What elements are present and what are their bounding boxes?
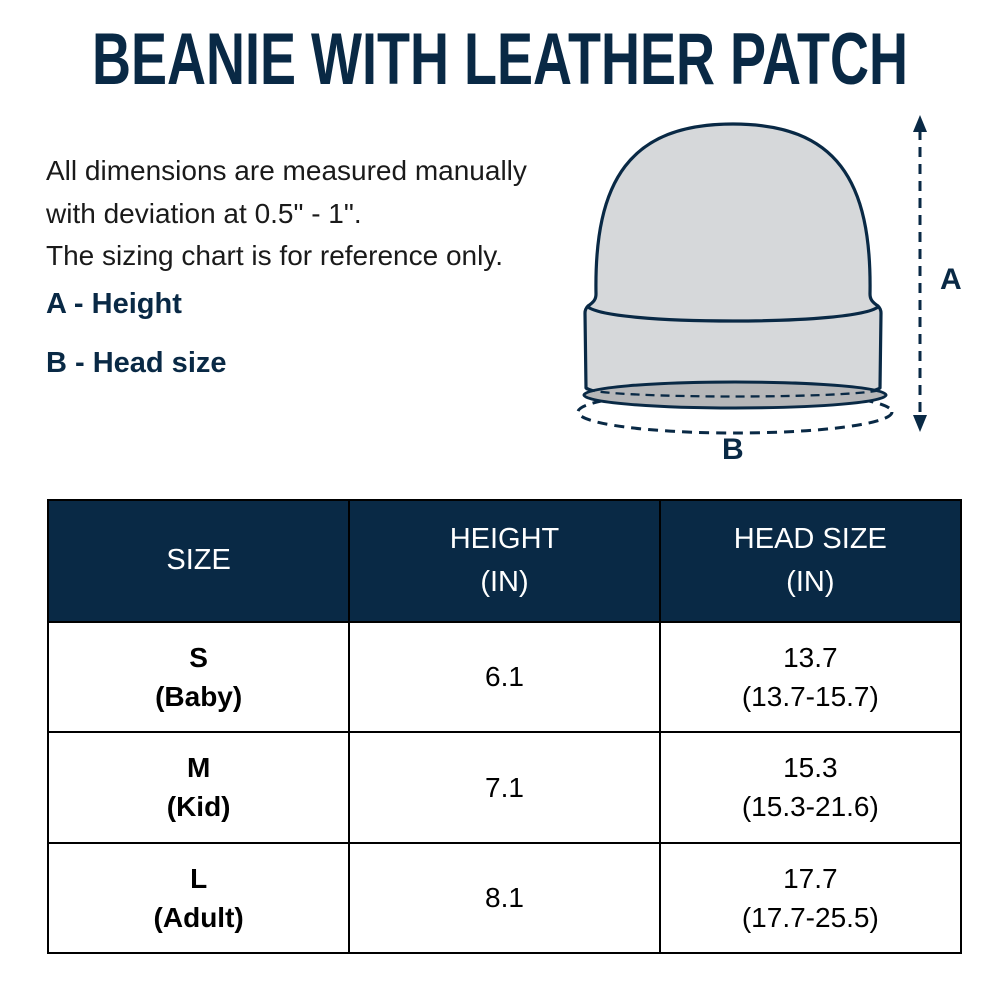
svg-text:B: B [722,433,744,466]
svg-text:A: A [940,263,962,296]
